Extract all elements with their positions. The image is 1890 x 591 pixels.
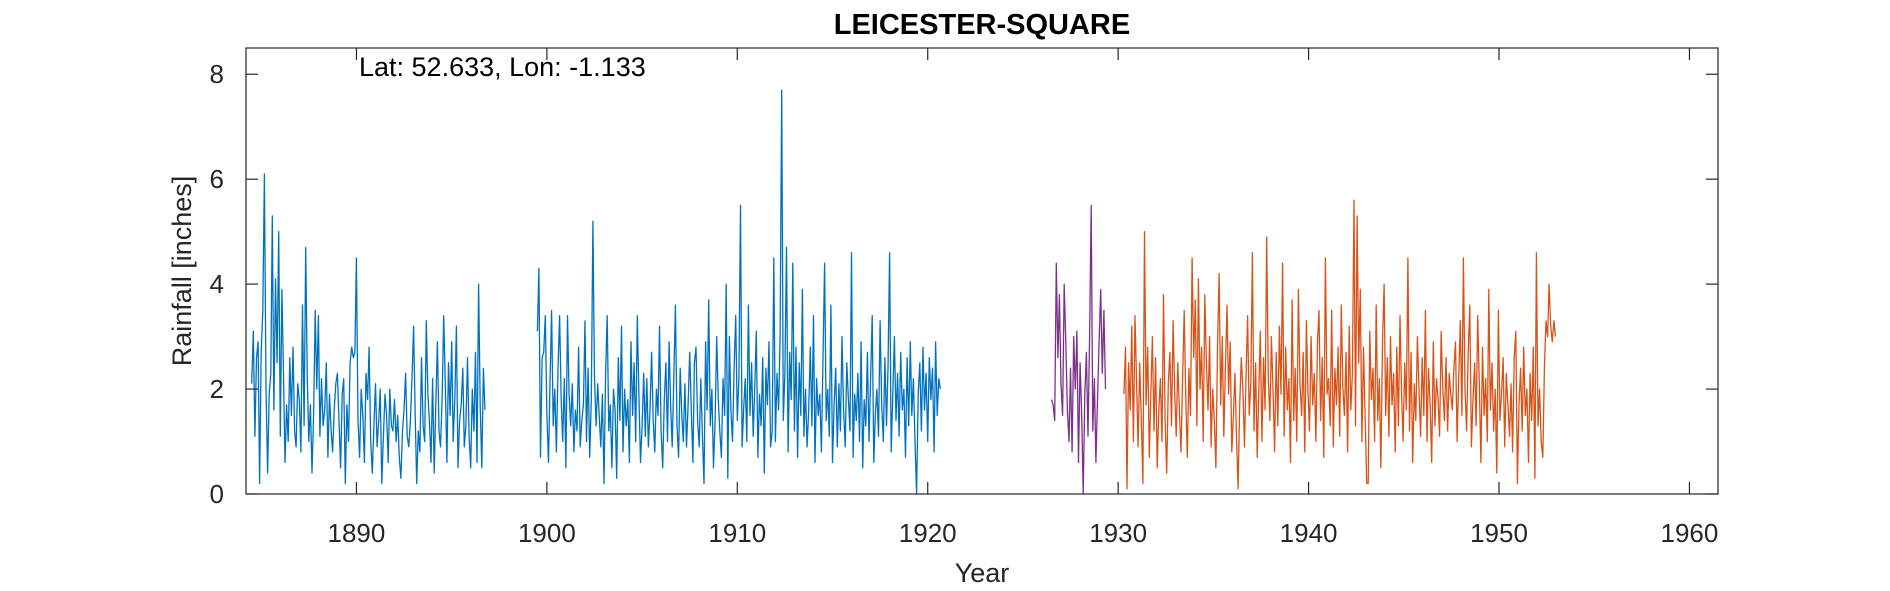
x-axis-title: Year	[955, 558, 1010, 588]
y-tick-label: 2	[210, 374, 224, 404]
chart-title: LEICESTER-SQUARE	[834, 9, 1130, 41]
plot-frame	[245, 47, 1719, 495]
x-tick-label: 1900	[518, 518, 576, 548]
y-tick-label: 0	[210, 479, 224, 509]
ticks-layer: 1890 1900 1910 1920 1930 1940 1950 1960 0 2 4 6 8	[210, 48, 1719, 548]
y-tick-label: 4	[210, 269, 224, 299]
series-line-blue-1	[536, 89, 942, 495]
series-line-blue-0	[251, 173, 486, 485]
x-tick-label: 1890	[328, 518, 386, 548]
x-tick-label: 1910	[708, 518, 766, 548]
y-tick-label: 8	[210, 59, 224, 89]
y-tick-label: 6	[210, 164, 224, 194]
x-tick-label: 1950	[1470, 518, 1528, 548]
series-line-purple-0	[1050, 204, 1107, 495]
series-line-orange-0	[1123, 199, 1557, 490]
x-tick-label: 1920	[899, 518, 957, 548]
x-tick-label: 1930	[1089, 518, 1147, 548]
location-annotation: Lat: 52.633, Lon: -1.133	[359, 52, 646, 82]
y-axis-title: Rainfall [inches]	[167, 176, 197, 367]
x-tick-label: 1940	[1280, 518, 1338, 548]
series-layer	[251, 89, 1557, 495]
x-tick-label: 1960	[1661, 518, 1719, 548]
